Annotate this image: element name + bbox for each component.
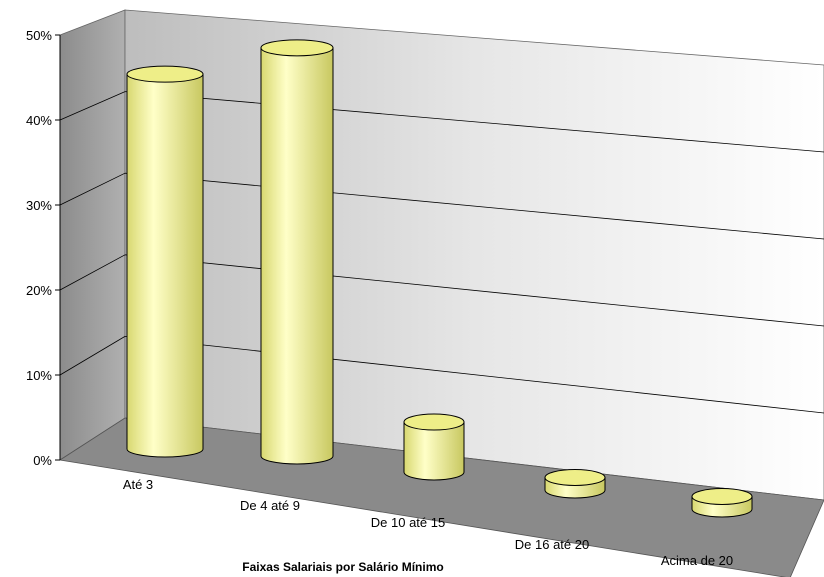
bar-top bbox=[126, 65, 204, 83]
bar bbox=[126, 65, 204, 458]
gridline-side bbox=[59, 91, 126, 121]
y-tick-label: 20% bbox=[26, 283, 52, 298]
bar-body bbox=[126, 73, 204, 458]
bar-top bbox=[691, 488, 753, 506]
category-label: De 10 até 15 bbox=[371, 515, 445, 530]
bar-top bbox=[544, 469, 606, 487]
x-axis-title: Faixas Salariais por Salário Mínimo bbox=[242, 560, 443, 574]
gridline bbox=[124, 254, 824, 327]
bar bbox=[260, 39, 334, 465]
gridline-side bbox=[59, 254, 126, 291]
side-wall bbox=[59, 9, 126, 461]
y-tick-label: 10% bbox=[26, 368, 52, 383]
gridlines bbox=[59, 91, 824, 414]
bar-top bbox=[260, 39, 334, 57]
back-wall bbox=[124, 9, 824, 501]
category-label: De 4 até 9 bbox=[240, 498, 300, 513]
category-label: Acima de 20 bbox=[661, 553, 733, 568]
category-label: Até 3 bbox=[123, 477, 153, 492]
bars bbox=[126, 39, 753, 518]
gridline bbox=[124, 91, 824, 153]
bar bbox=[691, 488, 753, 518]
gridline-side bbox=[59, 336, 126, 376]
x-axis-labels: Até 3 De 4 até 9 De 10 até 15 De 16 até 20 A… bbox=[123, 477, 733, 568]
bar-body bbox=[260, 47, 334, 465]
bar bbox=[544, 469, 606, 499]
category-label: De 16 até 20 bbox=[515, 537, 589, 552]
y-tick-label: 50% bbox=[26, 28, 52, 43]
bar bbox=[403, 413, 465, 481]
y-tick-label: 40% bbox=[26, 113, 52, 128]
gridline-side bbox=[59, 172, 126, 206]
gridline bbox=[124, 172, 824, 240]
y-tick-label: 30% bbox=[26, 198, 52, 213]
floor bbox=[58, 417, 824, 577]
gridline bbox=[124, 336, 824, 414]
bar-top bbox=[403, 413, 465, 431]
bar-body bbox=[403, 421, 465, 481]
y-axis-ticks: 0% 10% 20% 30% 40% 50% bbox=[26, 28, 61, 468]
y-tick-label: 0% bbox=[33, 453, 52, 468]
